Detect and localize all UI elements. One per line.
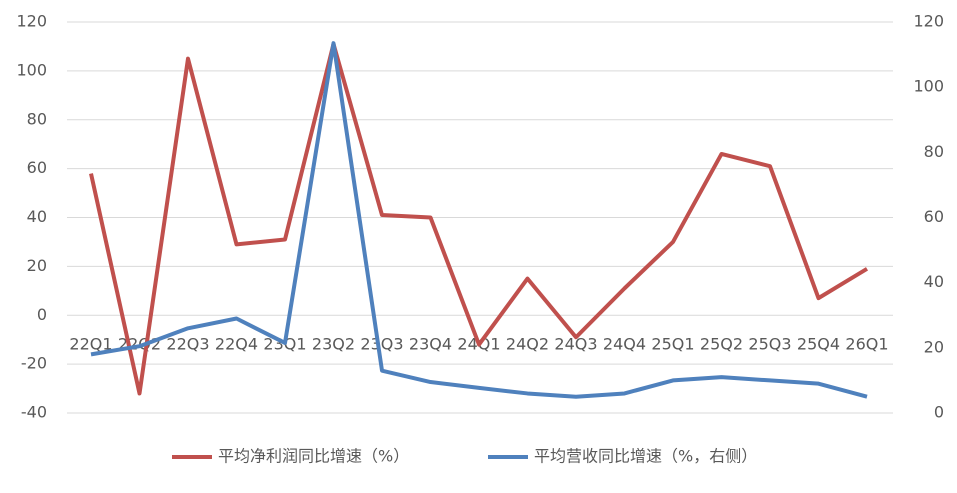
y-tick-label: 60 bbox=[27, 158, 47, 177]
x-tick-label: 25Q3 bbox=[748, 335, 791, 354]
x-tick-label: 22Q4 bbox=[215, 335, 258, 354]
series-line bbox=[89, 41, 869, 396]
x-tick-label: 24Q3 bbox=[554, 335, 597, 354]
x-tick-label: 24Q4 bbox=[603, 335, 646, 354]
y2-tick-label: 40 bbox=[924, 272, 944, 291]
y2-tick-label: 0 bbox=[934, 403, 944, 422]
y2-tick-label: 100 bbox=[913, 77, 944, 96]
x-tick-label: 22Q1 bbox=[69, 335, 112, 354]
x-tick-label: 24Q2 bbox=[506, 335, 549, 354]
legend-label: 平均净利润同比增速（%） bbox=[218, 447, 409, 466]
x-tick-label: 23Q4 bbox=[409, 335, 452, 354]
y-tick-label: 40 bbox=[27, 207, 47, 226]
y-tick-label: 20 bbox=[27, 256, 47, 275]
x-tick-label: 25Q2 bbox=[700, 335, 743, 354]
y-tick-label: 120 bbox=[16, 12, 47, 31]
y2-tick-label: 20 bbox=[924, 337, 944, 356]
series-line bbox=[90, 41, 868, 399]
x-tick-label: 23Q2 bbox=[312, 335, 355, 354]
x-tick-label: 26Q1 bbox=[845, 335, 888, 354]
x-tick-label: 25Q4 bbox=[797, 335, 840, 354]
x-tick-label: 22Q3 bbox=[166, 335, 209, 354]
x-tick-label: 25Q1 bbox=[651, 335, 694, 354]
y2-tick-label: 60 bbox=[924, 207, 944, 226]
x-tick-label: 23Q3 bbox=[360, 335, 403, 354]
y-tick-label: -20 bbox=[21, 354, 47, 373]
y-tick-label: 0 bbox=[37, 305, 47, 324]
y2-tick-label: 80 bbox=[924, 142, 944, 161]
y-tick-label: 80 bbox=[27, 109, 47, 128]
y-tick-label: 100 bbox=[16, 60, 47, 79]
y-tick-label: -40 bbox=[21, 403, 47, 422]
y2-tick-label: 120 bbox=[913, 12, 944, 31]
legend-label: 平均营收同比增速（%，右侧） bbox=[534, 447, 757, 466]
